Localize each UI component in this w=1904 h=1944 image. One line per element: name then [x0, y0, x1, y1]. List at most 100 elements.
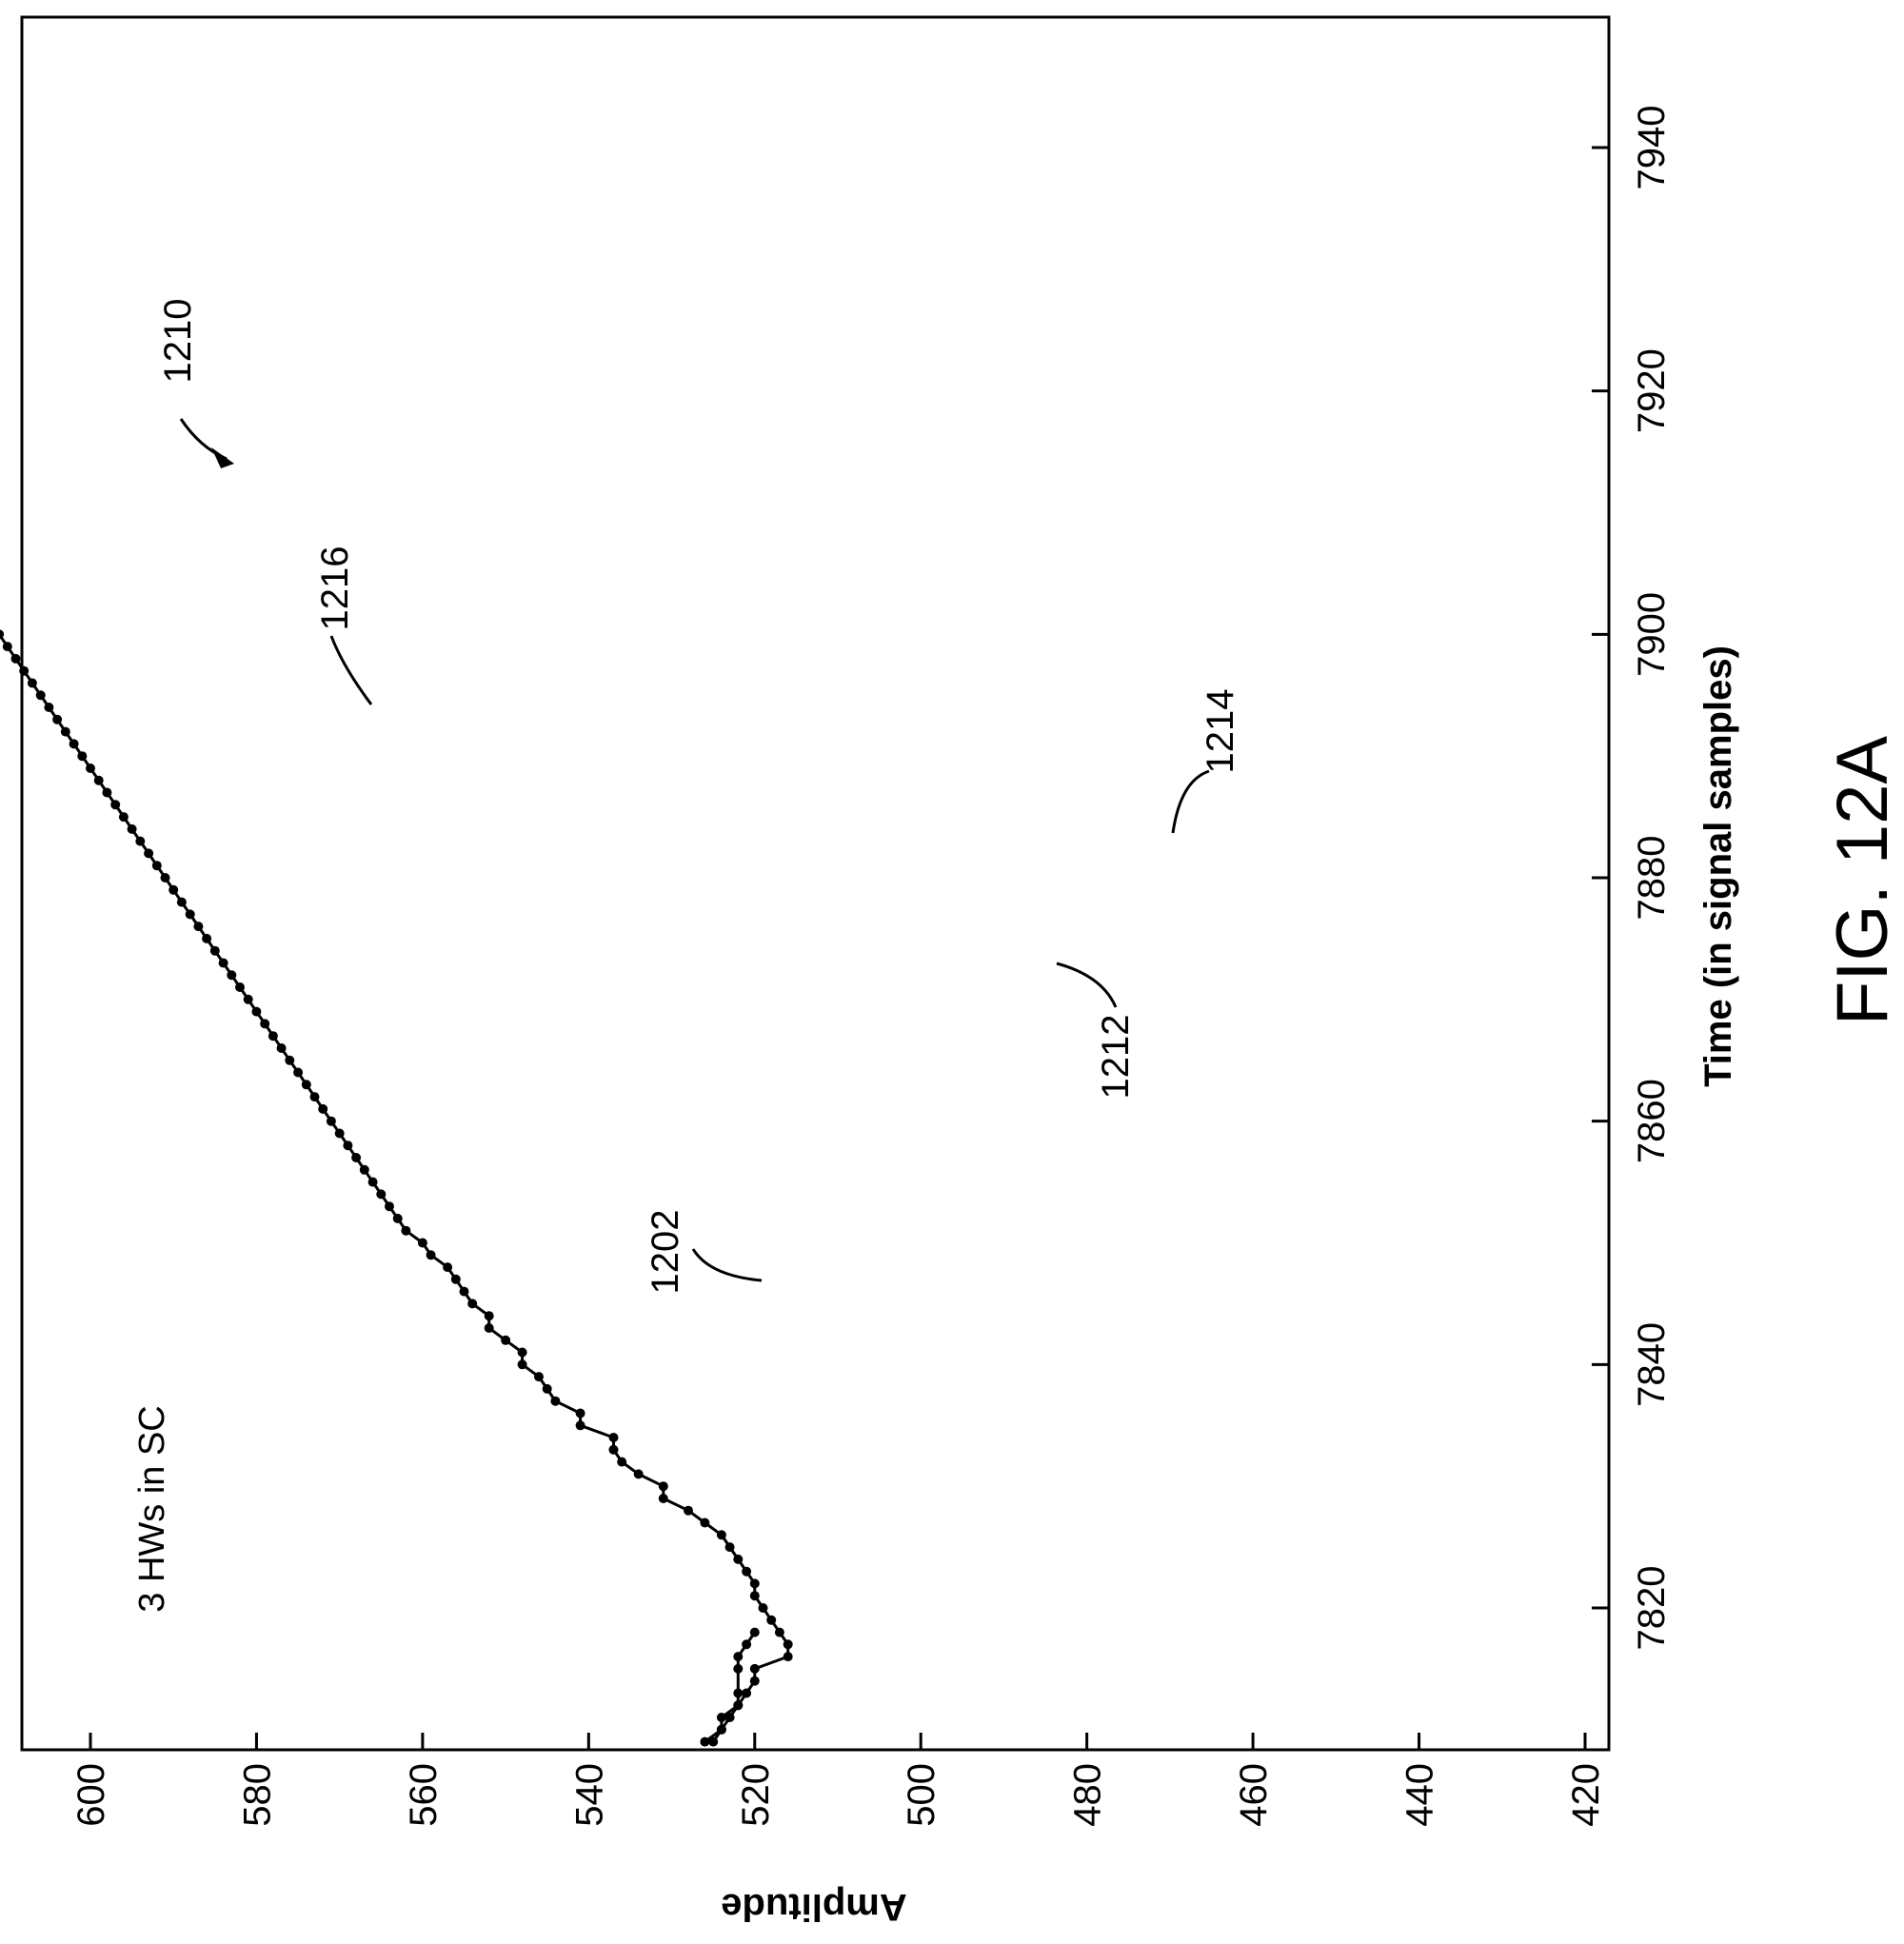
data-point [301, 1080, 311, 1090]
data-point [575, 1408, 585, 1418]
data-point [749, 1591, 760, 1601]
ref-1210-arrowhead [211, 447, 234, 468]
data-point [2, 642, 12, 652]
data-point [658, 1481, 668, 1492]
data-point [401, 1225, 411, 1236]
x-tick-label: 7840 [1631, 1322, 1673, 1407]
data-point [484, 1323, 494, 1333]
data-point [426, 1250, 436, 1260]
data-point [27, 678, 37, 688]
ref-1210: 1210 [157, 299, 199, 384]
data-point [608, 1444, 619, 1455]
data-point [227, 970, 237, 981]
data-point [724, 1542, 735, 1553]
data-point [542, 1383, 552, 1394]
data-point [326, 1116, 336, 1126]
ref-1202-leader [691, 1248, 763, 1282]
ref-1212: 1212 [1095, 1015, 1137, 1100]
data-point [135, 836, 146, 846]
data-point [351, 1153, 362, 1162]
data-point [575, 1420, 585, 1431]
data-point [110, 800, 121, 810]
tick-marks [89, 146, 1609, 1750]
data-point [700, 1736, 710, 1747]
data-point [318, 1103, 328, 1114]
plot-frame [20, 15, 1611, 1752]
x-tick-label: 7820 [1631, 1566, 1673, 1651]
data-point [309, 1092, 320, 1102]
data-point [749, 1663, 760, 1674]
y-tick-label: 520 [735, 1763, 777, 1827]
data-point [118, 812, 129, 823]
x-tick-label: 7920 [1631, 348, 1673, 433]
y-tick-label: 600 [70, 1763, 112, 1827]
x-tick-label: 7880 [1631, 836, 1673, 921]
data-point [733, 1700, 744, 1711]
data-point [708, 1736, 719, 1747]
data-point [367, 1177, 378, 1187]
ref-1214-leader [1171, 769, 1210, 834]
data-point [209, 945, 220, 956]
data-point [484, 1311, 494, 1321]
data-point [343, 1141, 353, 1151]
data-point [733, 1663, 744, 1674]
y-tick-label: 540 [568, 1763, 610, 1827]
data-point [733, 1688, 744, 1698]
data-point [218, 958, 228, 968]
data-point [35, 690, 46, 701]
data-point [417, 1238, 427, 1248]
data-point [733, 1652, 744, 1662]
annotation-text: 3 HWs in SC [132, 1405, 172, 1612]
data-point [517, 1359, 527, 1370]
data-point [102, 787, 112, 798]
data-point [251, 1006, 262, 1017]
data-point [783, 1639, 793, 1650]
data-point [467, 1299, 478, 1309]
points-layer [0, 629, 793, 1747]
ref-1202: 1202 [645, 1210, 686, 1295]
data-point [10, 653, 21, 664]
data-point [658, 1494, 668, 1503]
data-point [758, 1603, 768, 1613]
data-point [774, 1627, 784, 1637]
data-point [742, 1639, 752, 1650]
data-point [749, 1627, 760, 1637]
ref-1210-arrow [179, 418, 228, 461]
data-point [44, 703, 54, 712]
data-point [69, 739, 79, 749]
data-point [276, 1043, 287, 1053]
data-point [716, 1724, 726, 1735]
data-point [724, 1713, 735, 1722]
x-tick-label: 7900 [1631, 592, 1673, 677]
data-point [716, 1713, 726, 1722]
data-point [783, 1652, 793, 1662]
data-point [684, 1505, 693, 1516]
data-point [450, 1274, 461, 1284]
data-point [127, 823, 137, 834]
data-point [459, 1286, 469, 1297]
data-point [260, 1019, 270, 1029]
data-point [501, 1335, 511, 1345]
data-point [700, 1518, 710, 1528]
data-point [633, 1469, 644, 1479]
data-point [169, 884, 179, 895]
data-point [52, 714, 63, 724]
data-point [235, 982, 245, 992]
data-point [443, 1262, 453, 1273]
y-tick-label: 420 [1565, 1763, 1607, 1827]
y-tick-label: 440 [1399, 1763, 1441, 1827]
data-point [517, 1347, 527, 1358]
data-point [176, 897, 187, 907]
data-point [742, 1688, 752, 1698]
data-point [766, 1615, 777, 1625]
ref-1216: 1216 [314, 546, 356, 631]
figure-label: FIG. 12A [1822, 736, 1903, 1025]
data-point [151, 861, 162, 871]
ref-1212-leader [1056, 962, 1118, 1008]
data-point [93, 775, 104, 785]
data-point [742, 1566, 752, 1577]
data-point [716, 1530, 726, 1540]
ref-1214: 1214 [1200, 689, 1241, 774]
data-point [617, 1457, 627, 1467]
